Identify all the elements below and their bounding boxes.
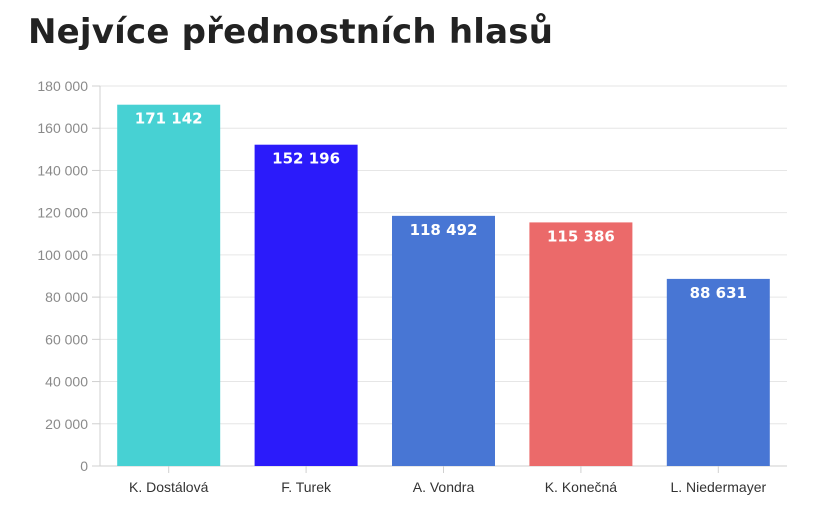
bar-value-label: 115 386 bbox=[547, 227, 615, 245]
chart-title: Nejvíce přednostních hlasů bbox=[28, 12, 554, 52]
bar bbox=[117, 104, 221, 466]
x-axis: K. Dostálová F. Turek A. Vondra K. Konečná L… bbox=[129, 466, 766, 495]
y-tick-label: 140 000 bbox=[37, 162, 88, 178]
bar bbox=[529, 222, 633, 466]
y-tick-label: 100 000 bbox=[37, 247, 88, 263]
bar bbox=[254, 144, 358, 466]
bar-value-label: 152 196 bbox=[272, 150, 340, 168]
bar bbox=[392, 215, 495, 466]
y-tick-label: 120 000 bbox=[37, 205, 88, 221]
y-tick-label: 80 000 bbox=[45, 289, 88, 305]
y-tick-label: 160 000 bbox=[37, 120, 88, 136]
bar-value-label: 88 631 bbox=[690, 284, 747, 302]
x-category-label: L. Niedermayer bbox=[670, 479, 766, 495]
y-tick-label: 0 bbox=[80, 458, 88, 474]
y-tick-label: 20 000 bbox=[45, 416, 88, 432]
y-tick-label: 180 000 bbox=[37, 78, 88, 94]
x-category-label: A. Vondra bbox=[413, 479, 475, 495]
x-category-label: F. Turek bbox=[281, 479, 332, 495]
y-axis: 0 20 000 40 000 60 000 80 000 100 000 120 000 1… bbox=[37, 78, 101, 474]
bar-value-label: 171 142 bbox=[135, 110, 203, 128]
y-tick-label: 40 000 bbox=[45, 374, 88, 390]
y-tick-label: 60 000 bbox=[45, 331, 88, 347]
bar-value-label: 118 492 bbox=[410, 221, 478, 239]
x-category-label: K. Dostálová bbox=[129, 479, 209, 495]
x-category-label: K. Konečná bbox=[545, 479, 618, 495]
bar bbox=[666, 278, 770, 466]
bars: 171 142 152 196 118 492 115 386 88 631 bbox=[117, 104, 770, 466]
